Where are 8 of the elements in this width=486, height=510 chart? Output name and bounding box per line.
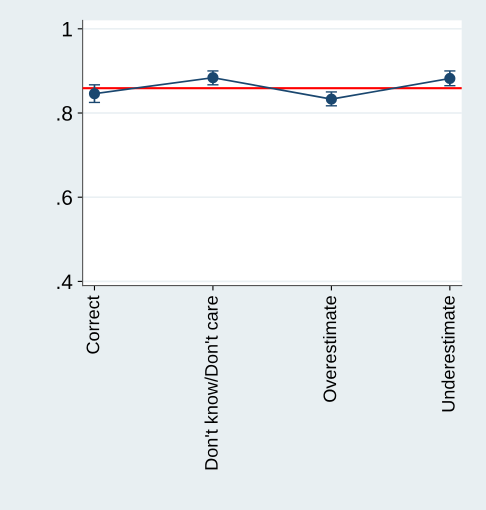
x-tick-label: Correct: [86, 295, 100, 354]
y-tick-label: 1: [62, 22, 72, 36]
x-tick-label: Underestimate: [441, 296, 455, 412]
y-tick-label: .6: [57, 190, 72, 205]
y-tick-label: .8: [57, 106, 72, 121]
y-tick-label: .4: [57, 274, 72, 289]
x-tick-label: Overestimate: [322, 296, 336, 402]
x-tick-label: Don't know/Don't care: [204, 296, 218, 470]
